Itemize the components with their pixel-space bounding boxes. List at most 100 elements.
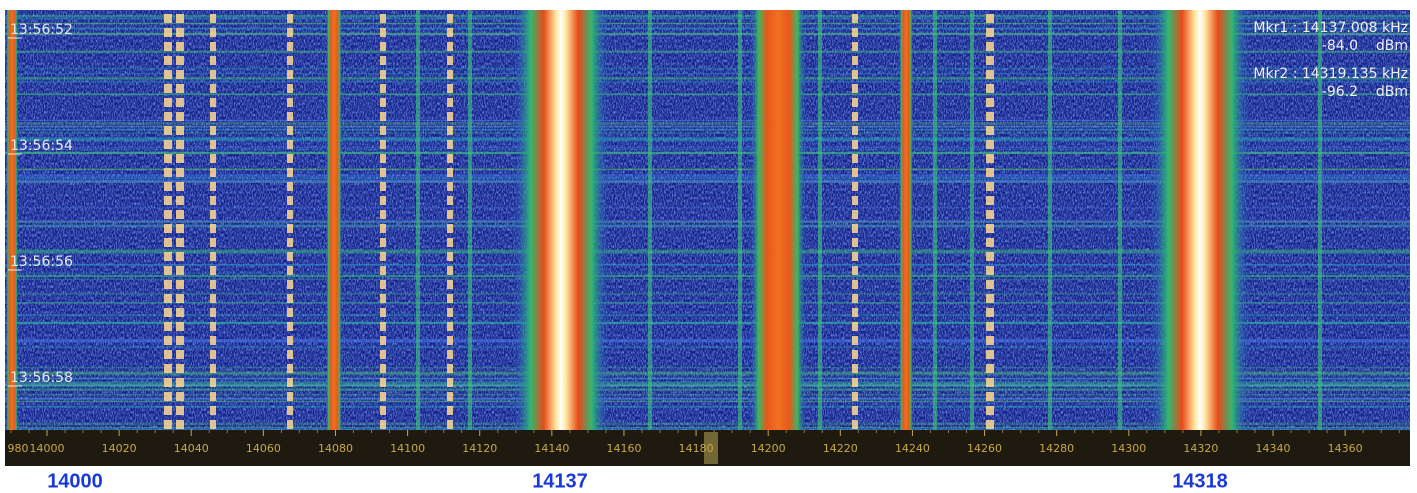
streak bbox=[5, 338, 1410, 342]
signal-trace bbox=[750, 10, 806, 430]
streak bbox=[5, 388, 1410, 391]
streak bbox=[5, 179, 1410, 183]
streak bbox=[5, 367, 1410, 369]
tick-label: 14340 bbox=[1256, 442, 1291, 455]
signal-trace bbox=[380, 10, 386, 430]
streak bbox=[5, 378, 1410, 380]
streak bbox=[5, 405, 1410, 408]
tick-label: 980 bbox=[8, 442, 29, 455]
signal-trace bbox=[210, 10, 216, 430]
streak bbox=[5, 80, 1410, 83]
streak bbox=[5, 17, 1410, 20]
streak bbox=[5, 381, 1410, 383]
tick-label: 14360 bbox=[1328, 442, 1363, 455]
streak bbox=[5, 393, 1410, 396]
streak bbox=[5, 264, 1410, 266]
streak bbox=[5, 77, 1410, 80]
time-label: 13:56:56 bbox=[10, 254, 73, 270]
marker-readout: Mkr1 : 14137.008 kHz -84.0 dBm Mkr2 : 14… bbox=[1253, 20, 1408, 100]
streak bbox=[5, 373, 1410, 376]
marker-level: -84.0 dBm bbox=[1322, 38, 1408, 54]
streak bbox=[5, 263, 1410, 266]
signal-trace bbox=[933, 10, 937, 430]
streak bbox=[5, 220, 1410, 222]
streak bbox=[5, 207, 1410, 209]
streak bbox=[5, 32, 1410, 35]
signal-trace bbox=[164, 10, 172, 430]
streak bbox=[5, 132, 1410, 134]
streak bbox=[5, 122, 1410, 125]
streak bbox=[5, 221, 1410, 223]
signal-trace bbox=[447, 10, 453, 430]
tick-label: 14120 bbox=[462, 442, 497, 455]
signal-trace bbox=[738, 10, 742, 430]
streak bbox=[5, 126, 1410, 128]
streak bbox=[5, 400, 1410, 403]
streak bbox=[5, 275, 1410, 277]
time-label: 13:56:58 bbox=[10, 370, 73, 386]
freq-label: 14137 bbox=[532, 470, 588, 492]
signal-trace bbox=[6, 10, 18, 430]
time-labels: 13:56:52 13:56:54 13:56:56 13:56:58 bbox=[8, 22, 73, 387]
streak bbox=[5, 422, 1410, 425]
freq-axis: 980 14000 14020 14040 14060 14080 14100 14120 14… bbox=[8, 430, 1400, 455]
streak bbox=[5, 272, 1410, 274]
tick-label: 14240 bbox=[895, 442, 930, 455]
streak bbox=[5, 181, 1410, 183]
streak bbox=[5, 384, 1410, 387]
streak bbox=[5, 137, 1410, 140]
marker-level: -96.2 dBm bbox=[1322, 84, 1408, 100]
freq-label: 14000 bbox=[47, 470, 103, 492]
streak bbox=[5, 249, 1410, 252]
streak bbox=[5, 398, 1410, 400]
time-label: 13:56:52 bbox=[10, 22, 73, 38]
streak bbox=[5, 151, 1410, 154]
signal-trace bbox=[416, 10, 420, 430]
streak bbox=[5, 50, 1410, 54]
tick-label: 14300 bbox=[1111, 442, 1146, 455]
streak bbox=[5, 225, 1410, 228]
streak bbox=[5, 278, 1410, 280]
streak bbox=[5, 22, 1410, 25]
signal-trace bbox=[1150, 10, 1250, 430]
streak bbox=[5, 384, 1410, 387]
streak bbox=[5, 427, 1410, 429]
streak bbox=[5, 67, 1410, 70]
signal-trace bbox=[287, 10, 293, 430]
streak bbox=[5, 428, 1410, 431]
marker-label: Mkr2 : 14319.135 kHz bbox=[1253, 66, 1408, 82]
center-handle bbox=[704, 432, 718, 464]
streak bbox=[5, 292, 1410, 295]
streak bbox=[5, 72, 1410, 75]
tick-label: 14280 bbox=[1039, 442, 1074, 455]
tick-label: 14220 bbox=[823, 442, 858, 455]
tick-label: 14040 bbox=[174, 442, 209, 455]
tick-label: 14200 bbox=[751, 442, 786, 455]
tick-label: 14020 bbox=[102, 442, 137, 455]
streak bbox=[5, 128, 1410, 131]
signal-trace bbox=[970, 10, 974, 430]
tick-label: 14140 bbox=[534, 442, 569, 455]
tick-label: 14260 bbox=[967, 442, 1002, 455]
tick-label: 14000 bbox=[30, 442, 65, 455]
streak bbox=[5, 168, 1410, 171]
signal-trace bbox=[326, 10, 342, 430]
streak bbox=[5, 27, 1410, 30]
streak bbox=[5, 119, 1410, 121]
tick-label: 14100 bbox=[390, 442, 425, 455]
streak bbox=[5, 321, 1410, 325]
signal-trace bbox=[648, 10, 652, 430]
marker-label: Mkr1 : 14137.008 kHz bbox=[1253, 20, 1408, 36]
tick-label: 14160 bbox=[606, 442, 641, 455]
tick-label: 14320 bbox=[1183, 442, 1218, 455]
streak bbox=[5, 174, 1410, 177]
signal-trace bbox=[1118, 10, 1122, 430]
streak bbox=[5, 93, 1410, 96]
streak bbox=[5, 148, 1410, 150]
streak bbox=[5, 371, 1410, 374]
signal-trace bbox=[852, 10, 858, 430]
waterfall bbox=[5, 10, 1410, 431]
streak bbox=[5, 346, 1410, 349]
streak bbox=[5, 146, 1410, 148]
